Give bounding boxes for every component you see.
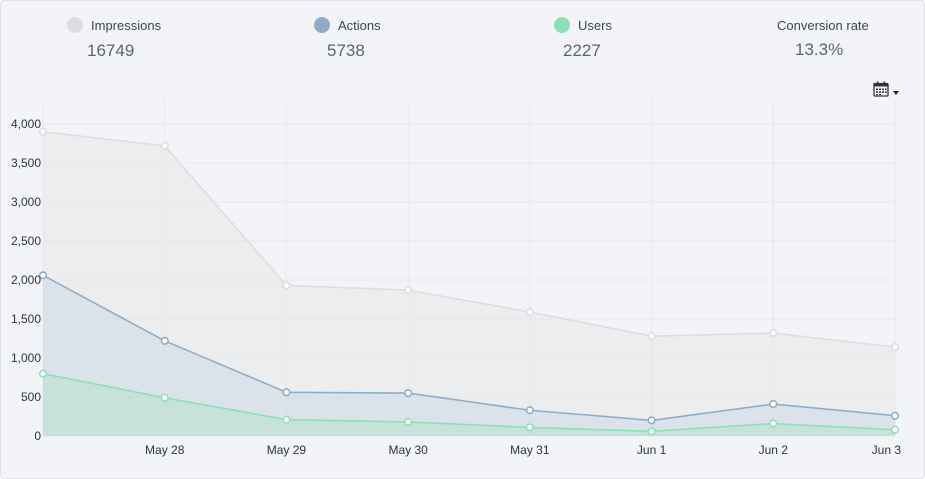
point-users-0 xyxy=(38,369,48,378)
point-users-6 xyxy=(769,419,778,428)
conversion-rate-value: 13.3% xyxy=(795,40,844,59)
area-impressions xyxy=(43,131,895,437)
y-tick-label-2: 1,000 xyxy=(11,351,41,365)
actions-value: 5738 xyxy=(327,41,365,60)
actions-legend-dot xyxy=(314,17,330,33)
x-tick-label-4: May 31 xyxy=(510,443,550,457)
point-actions-7 xyxy=(890,411,900,420)
x-tick-label-6: Jun 2 xyxy=(759,443,789,457)
point-users-5 xyxy=(647,427,656,436)
stat-impressions: Impressions 16749 xyxy=(67,15,267,61)
point-impressions-3 xyxy=(404,286,413,295)
y-tick-label-0: 0 xyxy=(34,429,41,443)
line-actions xyxy=(42,274,896,422)
x-tick-label-5: Jun 1 xyxy=(637,443,667,457)
impressions-value: 16749 xyxy=(87,41,135,60)
impressions-label: Impressions xyxy=(91,17,162,33)
point-actions-1 xyxy=(160,336,169,345)
x-tick-label-7: Jun 3 xyxy=(872,443,902,457)
stat-conversion-rate: Conversion rate 13.3% xyxy=(777,15,925,60)
calendar-icon xyxy=(873,81,889,102)
y-tick-label-7: 3,500 xyxy=(11,156,41,170)
line-users xyxy=(42,372,896,433)
x-tick-label-2: May 29 xyxy=(267,443,307,457)
y-tick-label-4: 2,000 xyxy=(11,273,41,287)
point-actions-6 xyxy=(769,399,778,409)
caret-down-icon xyxy=(893,90,899,95)
point-actions-5 xyxy=(647,416,656,425)
y-tick-label-1: 500 xyxy=(21,390,41,404)
point-impressions-0 xyxy=(38,127,48,136)
area-users xyxy=(43,373,895,436)
actions-label: Actions xyxy=(338,17,381,33)
point-impressions-2 xyxy=(282,281,291,290)
users-label: Users xyxy=(578,17,612,33)
x-tick-label-3: May 30 xyxy=(388,443,428,457)
point-impressions-7 xyxy=(890,342,900,352)
y-tick-label-3: 1,500 xyxy=(11,312,41,326)
date-range-picker[interactable] xyxy=(873,81,899,102)
point-impressions-4 xyxy=(525,307,534,317)
y-tick-label-6: 3,000 xyxy=(11,195,41,209)
point-users-1 xyxy=(160,393,169,402)
impressions-legend-dot xyxy=(67,17,83,33)
y-tick-label-8: 4,000 xyxy=(11,117,41,131)
point-actions-4 xyxy=(525,406,534,415)
point-actions-0 xyxy=(38,271,48,280)
line-impressions xyxy=(42,131,896,348)
point-users-2 xyxy=(282,415,291,424)
point-actions-3 xyxy=(404,389,413,398)
users-value: 2227 xyxy=(563,41,601,60)
point-impressions-1 xyxy=(160,141,169,150)
y-tick-label-5: 2,500 xyxy=(11,234,41,248)
conversion-rate-label: Conversion rate xyxy=(777,17,869,33)
point-users-7 xyxy=(890,425,900,434)
users-legend-dot xyxy=(554,17,570,33)
point-actions-2 xyxy=(282,388,291,397)
point-impressions-5 xyxy=(647,332,656,341)
point-users-3 xyxy=(404,417,413,427)
stat-actions: Actions 5738 xyxy=(314,15,514,61)
x-tick-label-1: May 28 xyxy=(145,443,185,457)
point-impressions-6 xyxy=(769,328,778,338)
stat-users: Users 2227 xyxy=(554,15,754,61)
area-actions xyxy=(43,275,895,436)
point-users-4 xyxy=(525,423,534,432)
